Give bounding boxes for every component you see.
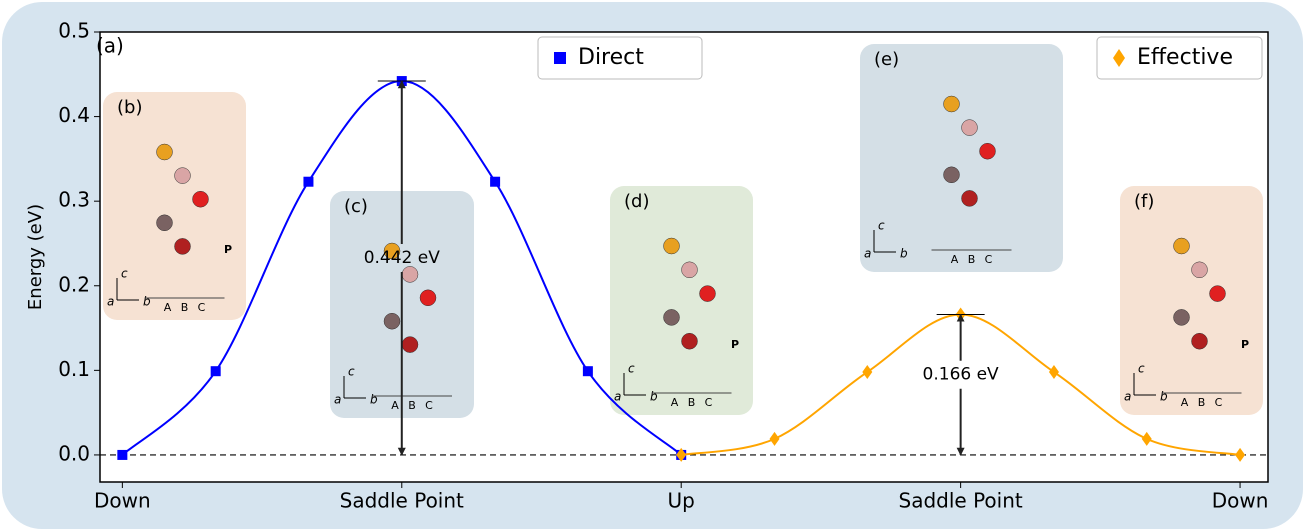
stacking-letter: C [705,396,713,409]
inset-box [103,92,246,320]
barrier-label: 0.166 eV [923,365,1000,385]
axis-letter: c [348,365,355,379]
inset-label: (c) [344,196,368,217]
atom [682,333,698,349]
atom [193,191,209,207]
stacking-letter: A [1181,396,1189,409]
y-axis-label: Energy (eV) [25,204,46,310]
x-tick-label: Up [668,489,695,513]
panel-label: (a) [96,34,124,58]
stacking-letter: C [985,253,993,266]
atom [1174,238,1190,254]
atom [1192,333,1208,349]
stacking-letter: B [181,301,189,314]
atom [962,190,978,206]
axis-letter: c [628,362,635,376]
legend-marker [554,52,566,64]
stacking-letter: C [1215,396,1223,409]
marker [583,366,593,376]
axis-letter: a [1124,390,1131,404]
y-tick-label: 0.0 [58,441,90,465]
stacking-letter: C [425,399,433,412]
atom [664,309,680,325]
marker [303,177,313,187]
atom [980,143,996,159]
y-tick-label: 0.2 [58,272,90,296]
atom [700,286,716,302]
axis-letter: a [614,390,621,404]
atom [402,337,418,353]
inset-label: (e) [874,49,899,70]
stacking-letter: A [951,253,959,266]
axis-letter: b [900,247,908,261]
axis-letter: b [370,393,378,407]
atom [402,266,418,282]
atom [175,168,191,184]
atom [157,215,173,231]
stacking-letter: A [671,396,679,409]
y-tick-label: 0.1 [58,357,90,381]
axis-letter: c [121,267,128,281]
marker [211,366,221,376]
atom [664,238,680,254]
marker [117,450,127,460]
atom [420,290,436,306]
y-tick-label: 0.5 [58,19,90,43]
stacking-letter: B [688,396,696,409]
atom [157,144,173,160]
inset-box [610,186,753,415]
atom [1192,262,1208,278]
legend-label: Direct [578,45,644,70]
stacking-letter: B [968,253,976,266]
stacking-letter: B [1198,396,1206,409]
polarization-label: P [731,338,739,351]
polarization-label: P [224,243,232,256]
axis-letter: a [864,247,871,261]
atom [384,313,400,329]
axis-letter: a [334,393,341,407]
axis-letter: c [878,219,885,233]
inset-label: (b) [117,97,142,118]
y-tick-label: 0.4 [58,103,90,127]
stacking-letter: A [391,399,399,412]
x-tick-label: Saddle Point [340,489,464,513]
atom [1174,309,1190,325]
inset-label: (f) [1134,191,1154,212]
polarization-label: P [1241,338,1249,351]
axis-letter: b [143,295,151,309]
x-tick-label: Down [94,489,151,513]
atom [962,120,978,136]
inset-box [860,44,1063,272]
inset-label: (d) [624,191,649,212]
atom [175,238,191,254]
inset-box [1120,186,1263,415]
stacking-letter: A [164,301,172,314]
atom [944,167,960,183]
y-tick-label: 0.3 [58,188,90,212]
x-tick-label: Down [1212,489,1269,513]
axis-letter: b [1160,390,1168,404]
marker [490,177,500,187]
legend-label: Effective [1137,45,1233,70]
stacking-letter: B [408,399,416,412]
atom [1210,286,1226,302]
atom [944,96,960,112]
atom [682,262,698,278]
stacking-letter: C [198,301,206,314]
figure: Energy (eV) (a) 0.0 0.1 0.2 0.3 0.4 0.5 Down Sa… [0,0,1305,531]
x-tick-label: Saddle Point [899,489,1023,513]
axis-letter: c [1138,362,1145,376]
axis-letter: b [650,390,658,404]
axis-letter: a [107,295,114,309]
barrier-label: 0.442 eV [364,248,441,268]
